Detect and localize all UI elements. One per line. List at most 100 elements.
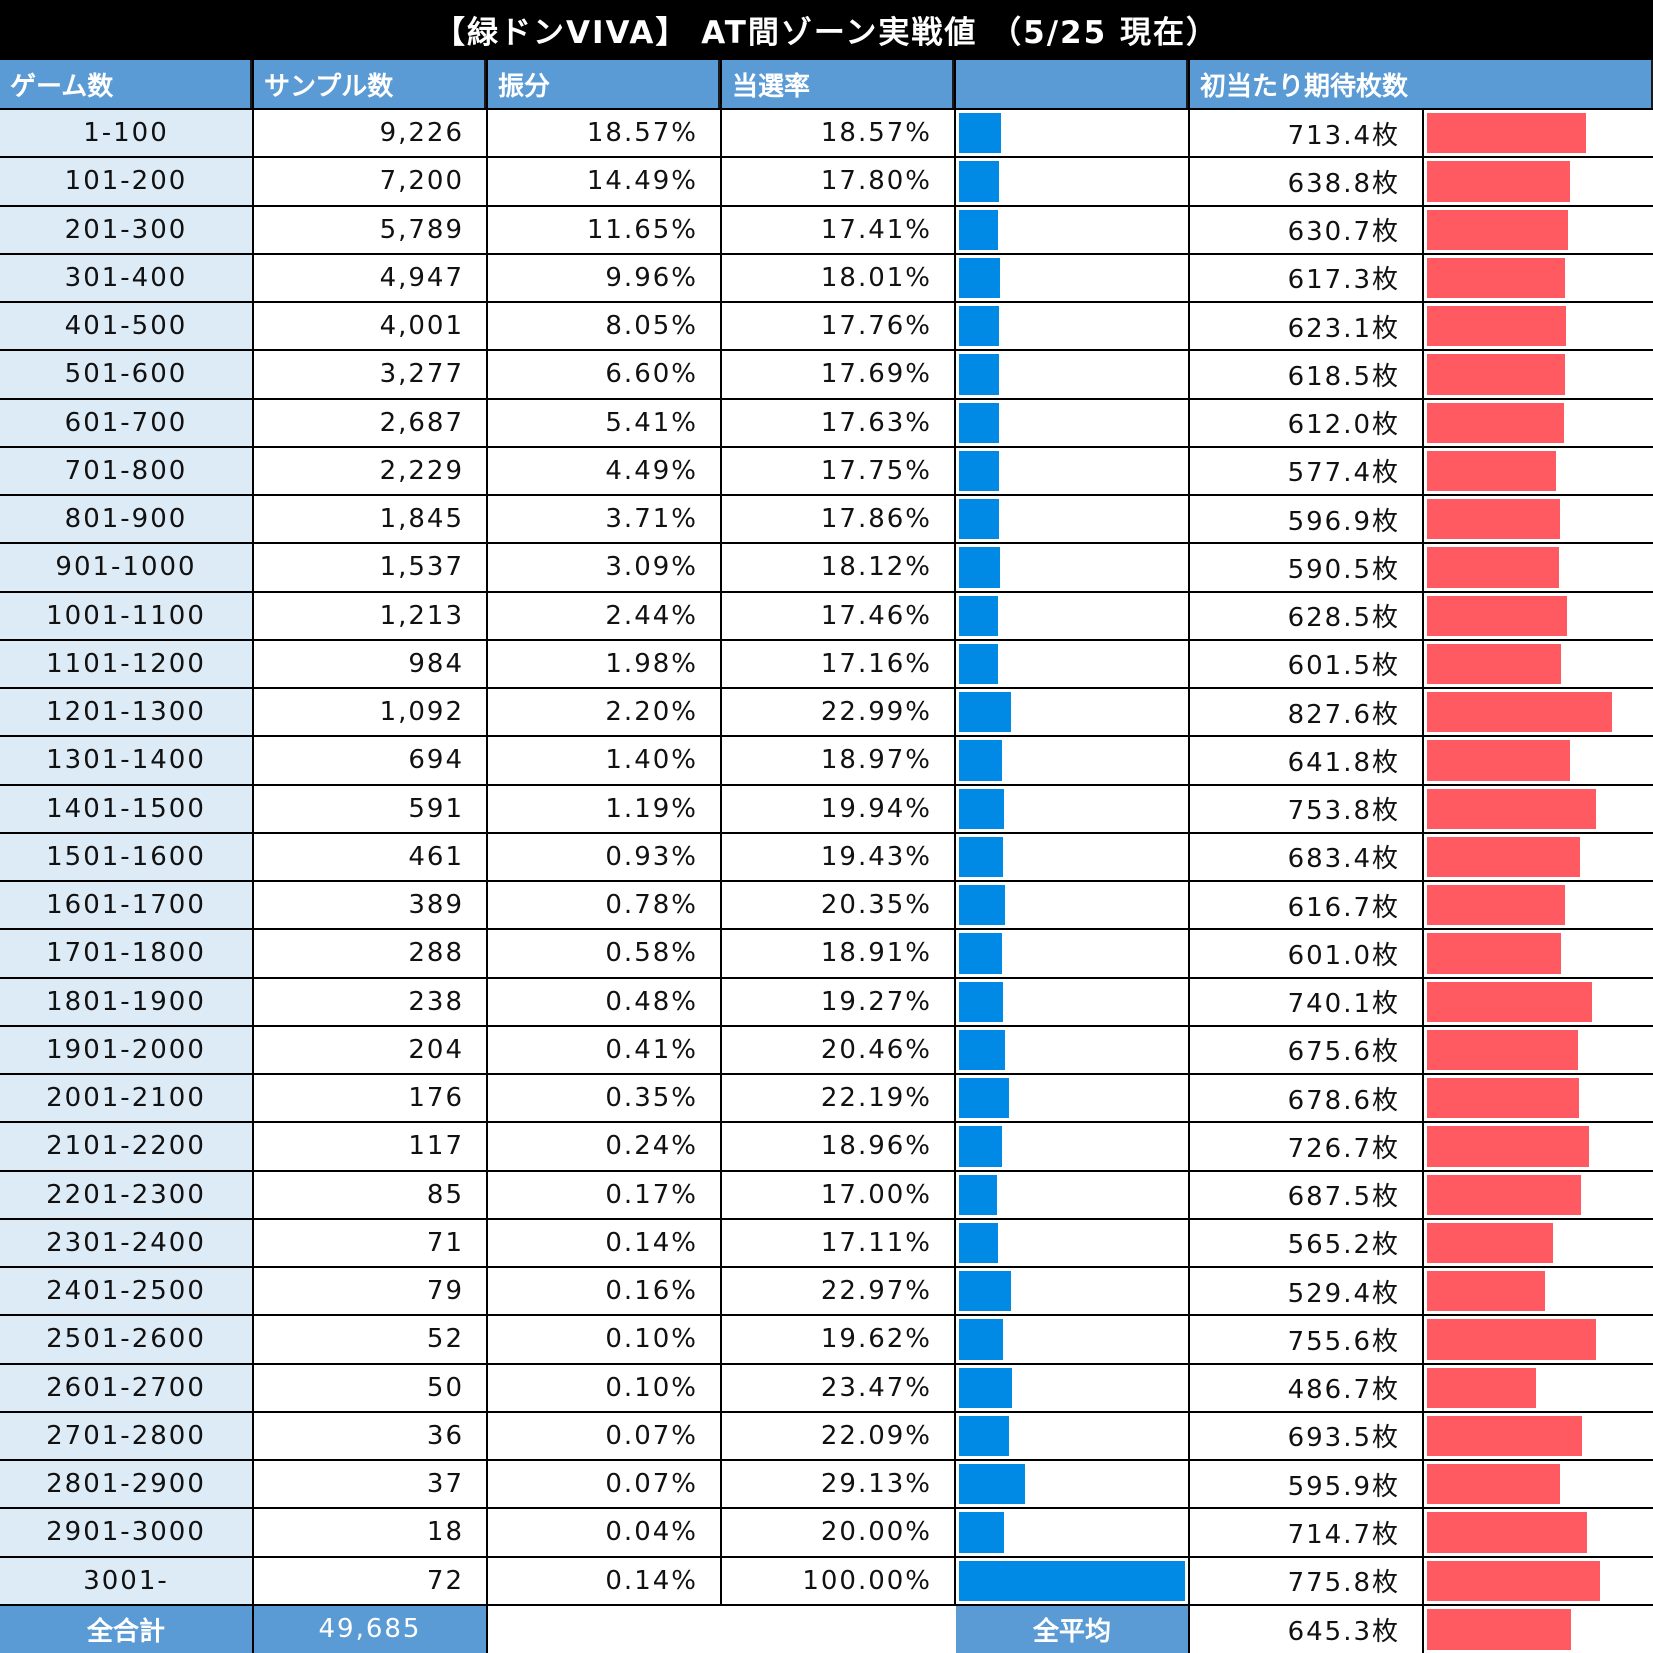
sample-count-cell: 72 (254, 1557, 486, 1604)
game-range-cell: 101-200 (0, 158, 252, 205)
distribution-cell: 2.44% (488, 592, 720, 639)
payout-bar (1427, 1174, 1581, 1215)
payout-bar-cell (1424, 206, 1653, 253)
hit-rate-bar (959, 161, 999, 202)
payout-bar-cell (1424, 447, 1653, 494)
sample-count-cell: 50 (254, 1364, 486, 1411)
game-range-cell: 1601-1700 (0, 882, 252, 929)
hit-rate-cell: 17.75% (722, 447, 954, 494)
game-range-cell: 1401-1500 (0, 785, 252, 832)
hit-rate-bar (959, 1512, 1004, 1553)
hit-rate-bar-cell (956, 1268, 1188, 1315)
payout-bar-cell (1424, 1557, 1653, 1604)
payout-bar-cell (1424, 254, 1653, 301)
hit-rate-cell: 18.12% (722, 544, 954, 591)
expected-payout-cell: 565.2枚 (1190, 1219, 1422, 1266)
hit-rate-cell: 22.97% (722, 1268, 954, 1315)
sample-count-cell: 288 (254, 930, 486, 977)
hit-rate-bar (959, 981, 1003, 1022)
payout-bar (1427, 354, 1565, 395)
game-range-cell: 1201-1300 (0, 689, 252, 736)
hit-rate-bar-cell (956, 833, 1188, 880)
hit-rate-bar (959, 1029, 1005, 1070)
hit-rate-cell: 20.46% (722, 1026, 954, 1073)
hit-rate-bar (959, 257, 1000, 298)
payout-bar (1427, 885, 1565, 926)
hit-rate-bar (959, 740, 1002, 781)
distribution-cell: 0.93% (488, 833, 720, 880)
hit-rate-bar (959, 354, 999, 395)
expected-payout-cell: 618.5枚 (1190, 351, 1422, 398)
distribution-cell: 0.14% (488, 1557, 720, 1604)
hit-rate-cell: 19.94% (722, 785, 954, 832)
expected-payout-cell: 529.4枚 (1190, 1268, 1422, 1315)
payout-bar (1427, 1415, 1582, 1456)
payout-bar-cell (1424, 1364, 1653, 1411)
hit-rate-bar (959, 1415, 1009, 1456)
distribution-cell: 4.49% (488, 447, 720, 494)
sample-count-cell: 4,001 (254, 303, 486, 350)
sample-count-cell: 52 (254, 1316, 486, 1363)
hit-rate-cell: 17.16% (722, 640, 954, 687)
sample-count-cell: 389 (254, 882, 486, 929)
payout-bar (1427, 1367, 1536, 1408)
payout-bar (1427, 1512, 1587, 1553)
sample-count-cell: 2,229 (254, 447, 486, 494)
expected-payout-cell: 687.5枚 (1190, 1171, 1422, 1218)
hit-rate-cell: 22.09% (722, 1412, 954, 1459)
hit-rate-bar-cell (956, 930, 1188, 977)
distribution-cell: 0.07% (488, 1412, 720, 1459)
payout-bar (1427, 933, 1561, 974)
payout-bar (1427, 1464, 1560, 1505)
hit-rate-bar-cell (956, 447, 1188, 494)
hit-rate-bar (959, 1271, 1011, 1312)
hit-rate-bar-cell (956, 1316, 1188, 1363)
sample-count-cell: 984 (254, 640, 486, 687)
distribution-cell: 0.35% (488, 1075, 720, 1122)
game-range-cell: 1001-1100 (0, 592, 252, 639)
hit-rate-bar-cell (956, 303, 1188, 350)
payout-bar (1427, 1560, 1600, 1601)
hit-rate-bar-cell (956, 1026, 1188, 1073)
distribution-cell: 0.16% (488, 1268, 720, 1315)
distribution-cell: 0.24% (488, 1123, 720, 1170)
expected-payout-cell: 675.6枚 (1190, 1026, 1422, 1073)
average-label: 全平均 (956, 1605, 1188, 1653)
expected-payout-cell: 612.0枚 (1190, 399, 1422, 446)
expected-payout-cell: 623.1枚 (1190, 303, 1422, 350)
hit-rate-bar-cell (956, 592, 1188, 639)
hit-rate-bar-cell (956, 1123, 1188, 1170)
distribution-cell: 1.98% (488, 640, 720, 687)
distribution-cell: 1.40% (488, 737, 720, 784)
hit-rate-bar-cell (956, 640, 1188, 687)
payout-bar-cell (1424, 1268, 1653, 1315)
header-cell: 当選率 (722, 60, 954, 108)
sample-count-cell: 694 (254, 737, 486, 784)
hit-rate-cell: 19.27% (722, 978, 954, 1025)
payout-bar-cell (1424, 1461, 1653, 1508)
game-range-cell: 401-500 (0, 303, 252, 350)
distribution-cell: 18.57% (488, 110, 720, 157)
sample-count-cell: 238 (254, 978, 486, 1025)
game-range-cell: 2901-3000 (0, 1509, 252, 1556)
payout-bar-cell (1424, 1075, 1653, 1122)
game-range-cell: 2201-2300 (0, 1171, 252, 1218)
hit-rate-cell: 17.46% (722, 592, 954, 639)
game-range-cell: 801-900 (0, 496, 252, 543)
payout-bar-cell (1424, 496, 1653, 543)
expected-payout-cell: 714.7枚 (1190, 1509, 1422, 1556)
payout-bar (1427, 981, 1592, 1022)
payout-bar-cell (1424, 1123, 1653, 1170)
sample-count-cell: 5,789 (254, 206, 486, 253)
payout-bar-cell (1424, 1219, 1653, 1266)
game-range-cell: 1801-1900 (0, 978, 252, 1025)
hit-rate-bar-cell (956, 254, 1188, 301)
sample-count-cell: 176 (254, 1075, 486, 1122)
payout-bar-cell (1424, 640, 1653, 687)
hit-rate-bar (959, 1174, 997, 1215)
game-range-cell: 901-1000 (0, 544, 252, 591)
expected-payout-cell: 601.0枚 (1190, 930, 1422, 977)
expected-payout-cell: 740.1枚 (1190, 978, 1422, 1025)
expected-payout-cell: 577.4枚 (1190, 447, 1422, 494)
distribution-cell: 0.48% (488, 978, 720, 1025)
